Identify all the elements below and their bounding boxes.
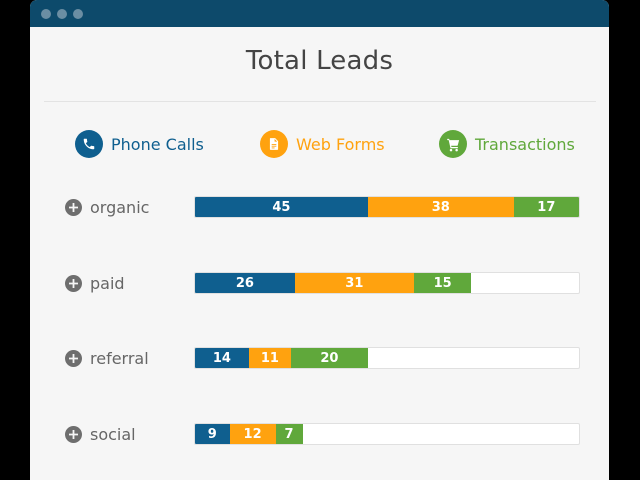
- window-control-dot[interactable]: [73, 9, 83, 19]
- bar-segment-web-forms[interactable]: 11: [248, 348, 291, 368]
- window-titlebar: [30, 0, 609, 27]
- window-control-dot[interactable]: [57, 9, 67, 19]
- data-label: 20: [320, 350, 339, 366]
- category-label: referral: [65, 347, 149, 369]
- legend-item-transactions[interactable]: Transactions: [439, 130, 575, 158]
- bar-segment-phone-calls[interactable]: 14: [195, 348, 249, 368]
- category-label: paid: [65, 272, 125, 294]
- legend-item-phone-calls[interactable]: Phone Calls: [75, 130, 204, 158]
- stacked-bar-track: 45 38 17: [194, 196, 580, 218]
- legend-label: Phone Calls: [111, 134, 204, 154]
- bar-segment-phone-calls[interactable]: 26: [195, 273, 295, 293]
- category-label: organic: [65, 196, 149, 218]
- bar-segment-transactions[interactable]: 20: [291, 348, 368, 368]
- category-name: organic: [90, 197, 150, 217]
- document-icon: [260, 130, 288, 158]
- title-divider: [44, 101, 596, 102]
- chart-title: Total Leads: [245, 46, 394, 76]
- data-label: 17: [537, 199, 556, 215]
- legend-label: Web Forms: [296, 134, 385, 154]
- expand-plus-icon[interactable]: [65, 198, 82, 216]
- data-label: 15: [433, 275, 452, 291]
- expand-plus-icon[interactable]: [65, 274, 82, 292]
- data-label: 31: [345, 275, 364, 291]
- bar-segment-web-forms[interactable]: 12: [229, 424, 276, 444]
- stacked-bar-track: 9 12 7: [194, 423, 580, 445]
- bar-segment-transactions[interactable]: 7: [275, 424, 303, 444]
- data-label: 11: [260, 350, 279, 366]
- bar-segment-transactions[interactable]: 17: [513, 197, 579, 217]
- category-label: social: [65, 423, 136, 445]
- bar-segment-phone-calls[interactable]: 9: [195, 424, 230, 444]
- legend-label: Transactions: [475, 134, 575, 154]
- category-name: paid: [90, 273, 125, 293]
- legend-item-web-forms[interactable]: Web Forms: [260, 130, 385, 158]
- window-control-dot[interactable]: [41, 9, 51, 19]
- data-label: 14: [212, 350, 231, 366]
- category-name: referral: [90, 348, 149, 368]
- data-label: 7: [284, 426, 294, 442]
- app-window: Total Leads Phone Calls Web Forms Transa…: [30, 0, 609, 480]
- expand-plus-icon[interactable]: [65, 349, 82, 367]
- phone-icon: [75, 130, 103, 158]
- bar-segment-transactions[interactable]: 15: [413, 273, 472, 293]
- data-label: 26: [235, 275, 254, 291]
- bar-segment-web-forms[interactable]: 31: [294, 273, 414, 293]
- cart-icon: [439, 130, 467, 158]
- bar-segment-web-forms[interactable]: 38: [367, 197, 514, 217]
- data-label: 38: [431, 199, 450, 215]
- stacked-bar-track: 14 11 20: [194, 347, 580, 369]
- bar-segment-phone-calls[interactable]: 45: [195, 197, 368, 217]
- data-label: 45: [272, 199, 291, 215]
- stacked-bar-track: 26 31 15: [194, 272, 580, 294]
- data-label: 9: [207, 426, 217, 442]
- expand-plus-icon[interactable]: [65, 425, 82, 443]
- data-label: 12: [243, 426, 262, 442]
- category-name: social: [90, 424, 136, 444]
